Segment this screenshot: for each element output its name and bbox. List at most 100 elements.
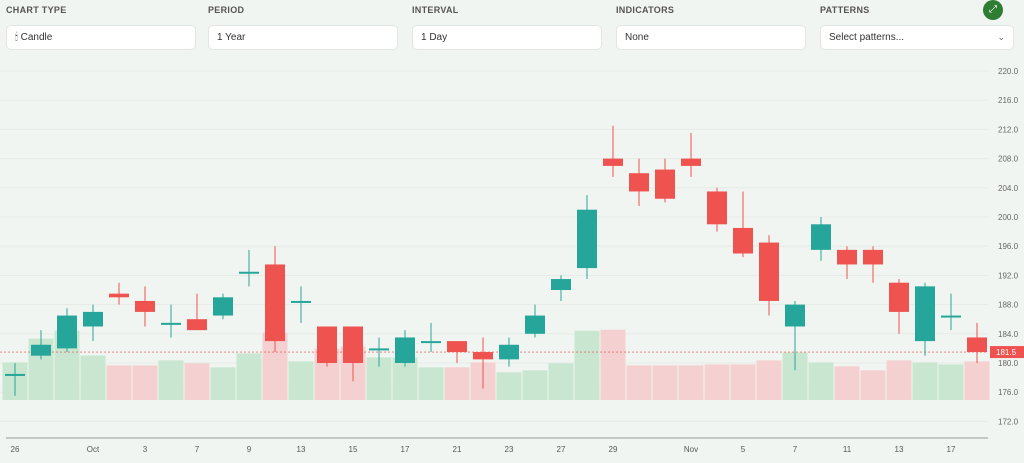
volume-bar bbox=[210, 367, 236, 400]
candle-body bbox=[889, 282, 909, 312]
interval-label: INTERVAL bbox=[412, 5, 459, 15]
interval-select[interactable]: 1 Day bbox=[412, 25, 602, 50]
volume-bar bbox=[288, 361, 314, 400]
candle-body bbox=[421, 341, 441, 344]
volume-bar bbox=[80, 355, 106, 400]
period-label: PERIOD bbox=[208, 5, 245, 15]
candle-body bbox=[655, 169, 675, 199]
x-tick-label: 11 bbox=[843, 445, 852, 454]
period-value: 1 Year bbox=[217, 32, 246, 43]
volume-bar bbox=[444, 367, 470, 400]
x-tick-label: 29 bbox=[609, 445, 618, 454]
candle-body bbox=[473, 352, 493, 360]
candle-body bbox=[135, 300, 155, 312]
y-tick-label: 204.0 bbox=[998, 184, 1019, 193]
volume-bar bbox=[964, 361, 990, 400]
period-select[interactable]: 1 Year bbox=[208, 25, 398, 50]
x-tick-label: 13 bbox=[895, 445, 904, 454]
volume-bar bbox=[574, 330, 600, 400]
patterns-label: PATTERNS bbox=[820, 5, 870, 15]
y-tick-label: 216.0 bbox=[998, 96, 1019, 105]
y-tick-label: 188.0 bbox=[998, 301, 1019, 310]
candle-body bbox=[161, 322, 181, 325]
interval-value: 1 Day bbox=[421, 32, 448, 43]
chart-type-value: Candle bbox=[20, 32, 53, 43]
volume-bar bbox=[678, 365, 704, 400]
volume-bar bbox=[652, 365, 678, 400]
candle-body bbox=[83, 311, 103, 327]
volume-bar bbox=[106, 365, 132, 400]
chart-type-control: CHART TYPE 🕯 Candle bbox=[6, 4, 196, 50]
x-tick-label: Nov bbox=[684, 445, 698, 454]
candle-body bbox=[447, 341, 467, 353]
candle-body bbox=[551, 279, 571, 290]
candle-body bbox=[57, 315, 77, 349]
candle-body bbox=[317, 326, 337, 363]
volume-bar bbox=[860, 370, 886, 400]
candle-body bbox=[863, 249, 883, 265]
candle-body bbox=[395, 337, 415, 363]
candle-body bbox=[733, 227, 753, 254]
candle-body bbox=[577, 209, 597, 269]
volume-bar bbox=[912, 362, 938, 400]
candle-body bbox=[837, 249, 857, 265]
x-tick-label: 7 bbox=[793, 445, 798, 454]
x-tick-label: 5 bbox=[741, 445, 746, 454]
y-tick-label: 172.0 bbox=[998, 417, 1019, 426]
y-tick-label: 200.0 bbox=[998, 213, 1019, 222]
volume-bar bbox=[548, 363, 574, 400]
period-control: PERIOD 1 Year bbox=[208, 4, 398, 50]
indicators-select[interactable]: None bbox=[616, 25, 806, 50]
y-tick-label: 176.0 bbox=[998, 388, 1019, 397]
chart-type-label: CHART TYPE bbox=[6, 5, 67, 15]
volume-bar bbox=[522, 370, 548, 400]
chevron-down-icon: ⌄ bbox=[997, 32, 1005, 42]
candle-body bbox=[265, 264, 285, 342]
x-tick-label: 3 bbox=[143, 445, 148, 454]
x-tick-label: 17 bbox=[947, 445, 956, 454]
volume-bar bbox=[600, 329, 626, 400]
x-tick-label: 26 bbox=[11, 445, 20, 454]
candle-body bbox=[239, 271, 259, 274]
candle-body bbox=[109, 293, 129, 298]
volume-bar bbox=[496, 372, 522, 400]
candle-body bbox=[187, 319, 207, 331]
x-tick-label: 27 bbox=[557, 445, 566, 454]
volume-bar bbox=[626, 365, 652, 400]
y-tick-label: 192.0 bbox=[998, 271, 1019, 280]
y-tick-label: 184.0 bbox=[998, 330, 1019, 339]
volume-bar bbox=[834, 366, 860, 400]
patterns-placeholder: Select patterns... bbox=[829, 32, 905, 43]
volume-bar bbox=[184, 363, 210, 400]
chart-canvas[interactable]: 220.0 216.0 212.0 208.0 204.0 200.0 196.0 192.0… bbox=[0, 50, 1024, 458]
volume-bar bbox=[132, 365, 158, 400]
candle-body bbox=[681, 158, 701, 166]
candle-icon: 🕯 bbox=[15, 32, 18, 43]
volume-bar bbox=[704, 364, 730, 400]
y-tick-label: 208.0 bbox=[998, 155, 1019, 164]
volume-bar bbox=[756, 360, 782, 400]
x-tick-label: 13 bbox=[297, 445, 306, 454]
patterns-select[interactable]: Select patterns... ⌄ bbox=[820, 25, 1014, 50]
x-tick-label: 17 bbox=[401, 445, 410, 454]
volume-bar bbox=[236, 353, 262, 400]
volume-bar bbox=[418, 367, 444, 400]
candle-body bbox=[811, 224, 831, 250]
expand-button[interactable]: ⤢ bbox=[983, 0, 1003, 20]
indicators-label: INDICATORS bbox=[616, 5, 675, 15]
x-tick-label: Oct bbox=[87, 445, 100, 454]
x-tick-label: 21 bbox=[453, 445, 462, 454]
patterns-control: PATTERNS Select patterns... ⌄ bbox=[820, 4, 1014, 50]
interval-control: INTERVAL 1 Day bbox=[412, 4, 602, 50]
y-tick-label: 196.0 bbox=[998, 242, 1019, 251]
volume-bar bbox=[886, 360, 912, 400]
last-price-tag bbox=[990, 346, 1024, 359]
candlestick-chart[interactable]: 220.0 216.0 212.0 208.0 204.0 200.0 196.0 192.0… bbox=[0, 50, 1024, 458]
candle-body bbox=[707, 191, 727, 225]
x-tick-label: 9 bbox=[247, 445, 252, 454]
x-tick-label: 7 bbox=[195, 445, 200, 454]
y-tick-label: 212.0 bbox=[998, 125, 1019, 134]
y-tick-label: 180.0 bbox=[998, 359, 1019, 368]
chart-type-select[interactable]: 🕯 Candle bbox=[6, 25, 196, 50]
candle-body bbox=[785, 304, 805, 327]
